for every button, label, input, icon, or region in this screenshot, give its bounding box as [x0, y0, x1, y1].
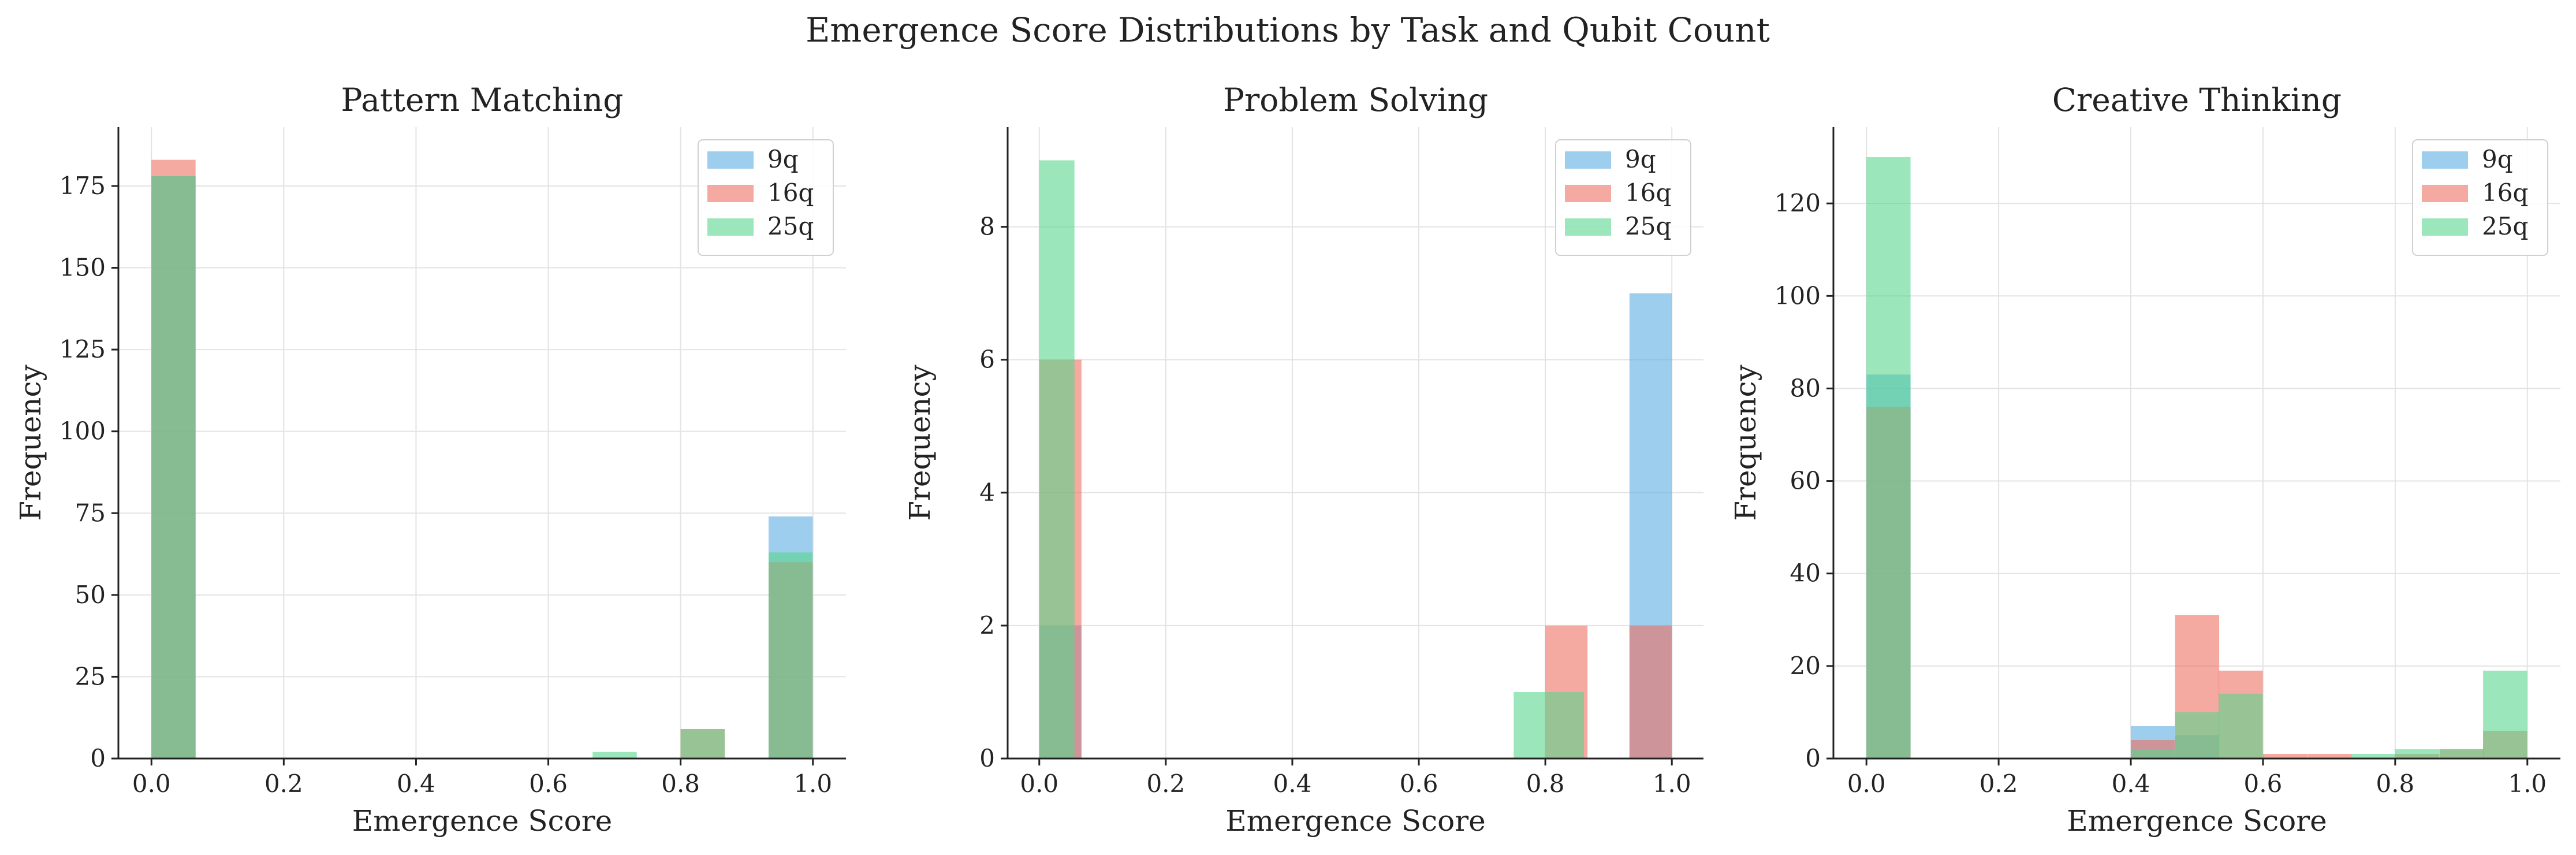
y-tick-label: 0 — [979, 744, 995, 772]
y-tick-label: 100 — [1775, 281, 1821, 310]
legend-swatch-16q — [707, 185, 754, 202]
legend-label-9q: 9q — [2482, 145, 2513, 173]
bar-25q — [1039, 160, 1075, 759]
legend-swatch-9q — [707, 151, 754, 169]
y-tick-label: 75 — [75, 499, 106, 527]
legend-label-9q: 9q — [1625, 145, 1656, 173]
x-tick-label: 0.6 — [2244, 770, 2283, 798]
x-tick-label: 1.0 — [2508, 770, 2547, 798]
legend-label-25q: 25q — [767, 212, 814, 240]
bar-25q — [1549, 692, 1585, 759]
y-tick-label: 8 — [979, 213, 995, 241]
y-tick-label: 20 — [1790, 652, 1821, 680]
legend-label-16q: 16q — [2482, 179, 2528, 207]
y-tick-label: 25 — [75, 662, 106, 690]
x-axis-label: Emergence Score — [1225, 804, 1486, 838]
chart-panel-2: 0.0 0.2 0.4 0.6 0.8 1.0 0 2 4 6 8 Problem Solving Em… — [903, 81, 1703, 838]
bar-25q — [2395, 749, 2440, 759]
legend-swatch-9q — [2422, 151, 2468, 169]
x-tick-label: 0.4 — [2112, 770, 2150, 798]
legend: 9q 16q 25q — [2412, 139, 2548, 256]
legend-swatch-25q — [707, 218, 754, 236]
legend-swatch-16q — [1565, 185, 1611, 202]
y-tick-label: 6 — [979, 345, 995, 374]
chart-title: Problem Solving — [1223, 81, 1488, 118]
x-tick-label: 1.0 — [793, 770, 832, 798]
chart-title: Creative Thinking — [2052, 81, 2342, 118]
y-tick-label: 0 — [90, 744, 106, 772]
x-tick-label: 0.8 — [1526, 770, 1565, 798]
y-tick-label: 40 — [1790, 559, 1821, 588]
x-tick-label: 0.2 — [1146, 770, 1185, 798]
legend-swatch-16q — [2422, 185, 2468, 202]
y-axis-label: Frequency — [1729, 365, 1762, 521]
bar-25q — [2131, 749, 2175, 759]
bar-16q — [2262, 753, 2307, 759]
bar-25q — [680, 729, 725, 759]
figure-title: Emergence Score Distributions by Task an… — [806, 10, 1770, 50]
y-axis-label: Frequency — [14, 365, 47, 521]
x-tick-label: 0.8 — [661, 770, 700, 798]
x-tick-label: 1.0 — [1653, 770, 1691, 798]
bar-25q — [2351, 753, 2395, 759]
x-tick-label: 0.0 — [1020, 770, 1058, 798]
bar-25q — [2439, 749, 2484, 759]
y-tick-label: 80 — [1790, 374, 1821, 402]
bar-25q — [592, 752, 637, 759]
x-tick-label: 0.8 — [2376, 770, 2414, 798]
legend: 9q 16q 25q — [1555, 139, 1691, 256]
legend: 9q 16q 25q — [698, 139, 834, 256]
bar-16q — [2307, 753, 2351, 759]
x-tick-label: 0.4 — [1273, 770, 1312, 798]
y-tick-label: 175 — [59, 172, 106, 200]
bar-25q — [1513, 692, 1549, 759]
y-tick-label: 0 — [1805, 744, 1821, 772]
x-axis-label: Emergence Score — [352, 804, 613, 838]
legend-label-25q: 25q — [2482, 212, 2528, 240]
legend-swatch-25q — [1565, 218, 1611, 236]
x-tick-label: 0.6 — [529, 770, 568, 798]
legend-swatch-9q — [1565, 151, 1611, 169]
bar-16q — [1629, 625, 1672, 759]
y-tick-label: 2 — [979, 611, 995, 640]
x-tick-label: 0.2 — [264, 770, 303, 798]
chart-panel-1: 0.0 0.2 0.4 0.6 0.8 1.0 0 25 50 75 100 125 150 175 Pat… — [14, 81, 846, 838]
y-tick-label: 60 — [1790, 467, 1821, 495]
x-tick-label: 0.4 — [397, 770, 435, 798]
y-tick-label: 4 — [979, 478, 995, 507]
x-tick-label: 0.0 — [132, 770, 171, 798]
bar-25q — [768, 552, 813, 759]
bar-25q — [2483, 670, 2527, 759]
legend-swatch-25q — [2422, 218, 2468, 236]
bar-25q — [1866, 157, 1911, 759]
y-tick-label: 100 — [59, 417, 106, 445]
y-tick-label: 50 — [75, 581, 106, 609]
legend-label-16q: 16q — [767, 179, 814, 207]
x-axis-label: Emergence Score — [2067, 804, 2327, 838]
legend-label-25q: 25q — [1625, 212, 1671, 240]
x-tick-label: 0.6 — [1400, 770, 1438, 798]
y-tick-label: 120 — [1775, 189, 1821, 217]
y-tick-label: 150 — [59, 254, 106, 282]
y-tick-label: 125 — [59, 335, 106, 363]
bar-25q — [151, 176, 196, 759]
bar-25q — [2219, 693, 2263, 759]
legend-label-9q: 9q — [767, 145, 799, 173]
x-tick-label: 0.0 — [1847, 770, 1886, 798]
chart-title: Pattern Matching — [341, 81, 624, 118]
legend-label-16q: 16q — [1625, 179, 1671, 207]
y-axis-label: Frequency — [903, 365, 937, 521]
x-tick-label: 0.2 — [1979, 770, 2018, 798]
chart-panel-3: 0.0 0.2 0.4 0.6 0.8 1.0 0 20 40 60 80 100 120 Creativ… — [1729, 81, 2560, 838]
bar-25q — [2175, 712, 2220, 759]
